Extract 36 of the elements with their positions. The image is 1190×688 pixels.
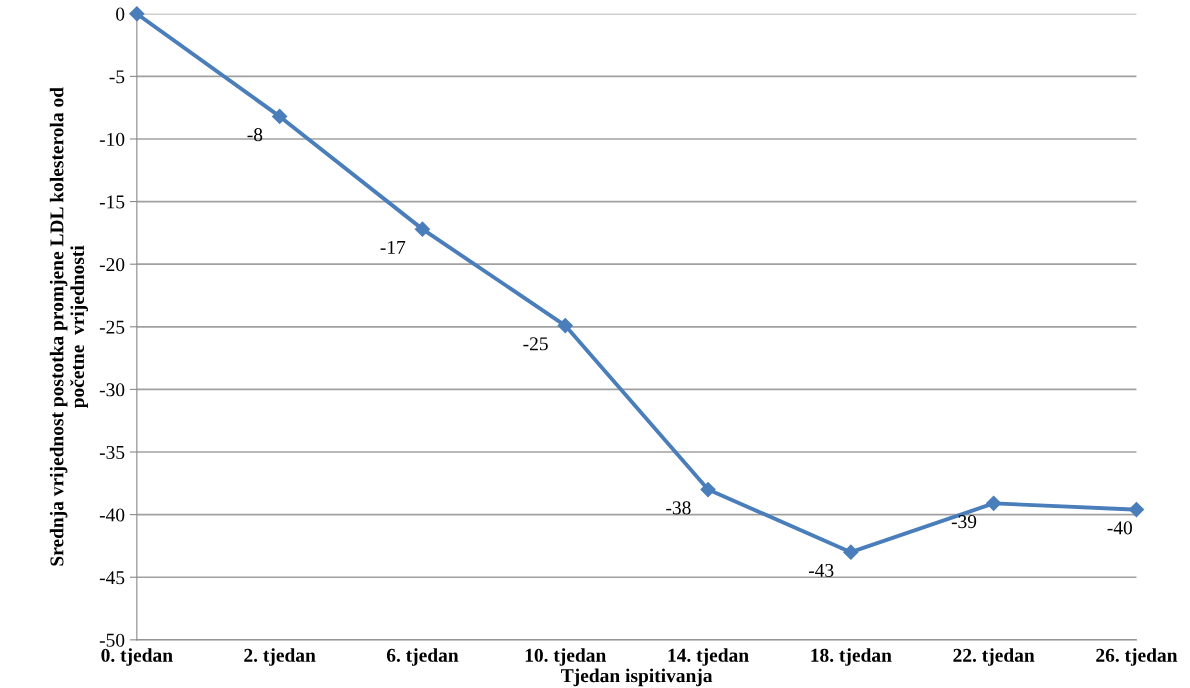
x-tick-label: 6. tjedan: [386, 648, 459, 666]
x-tick-label: 22. tjedan: [953, 648, 1035, 666]
y-axis-title: Srednja vrijednost postotka promjene LDL kolesterola od početne vrijednosti: [49, 87, 89, 566]
x-tick-label: 10. tjedan: [525, 648, 607, 666]
data-label: -40: [1107, 521, 1132, 535]
x-tick-label: 18. tjedan: [811, 648, 892, 666]
y-tick-label: -15: [99, 195, 125, 209]
x-tick-label: 0. tjedan: [101, 648, 173, 666]
y-tick-label: 0: [116, 7, 125, 21]
y-tick-label: -25: [99, 320, 125, 334]
point: [129, 6, 145, 22]
y-tick-label: -40: [99, 508, 125, 522]
y-tick-label: -20: [99, 258, 125, 272]
data-label: -43: [808, 563, 834, 577]
x-axis-title: Tjedan ispitivanja: [561, 668, 713, 687]
point: [272, 108, 288, 125]
data-label: -17: [380, 240, 406, 254]
point: [986, 495, 1002, 511]
y-tick-label: -35: [99, 445, 125, 459]
y-tick-label: -45: [99, 571, 125, 585]
data-label: -8: [247, 128, 263, 142]
data-label: -39: [951, 515, 977, 529]
point: [557, 317, 573, 334]
point: [414, 221, 431, 237]
x-tick-label: 26. tjedan: [1096, 648, 1178, 666]
x-tick-label: 14. tjedan: [668, 648, 749, 666]
data-label: -25: [523, 337, 548, 351]
y-tick-label: -30: [99, 383, 125, 397]
y-tick-label: -50: [99, 633, 125, 647]
y-tick-label: -10: [99, 132, 125, 146]
point: [1128, 502, 1145, 518]
y-tick-label: -5: [109, 70, 125, 84]
x-tick-label: 2. tjedan: [244, 648, 316, 666]
point: [843, 544, 859, 560]
point: [700, 482, 716, 498]
data-label: -38: [666, 501, 691, 515]
